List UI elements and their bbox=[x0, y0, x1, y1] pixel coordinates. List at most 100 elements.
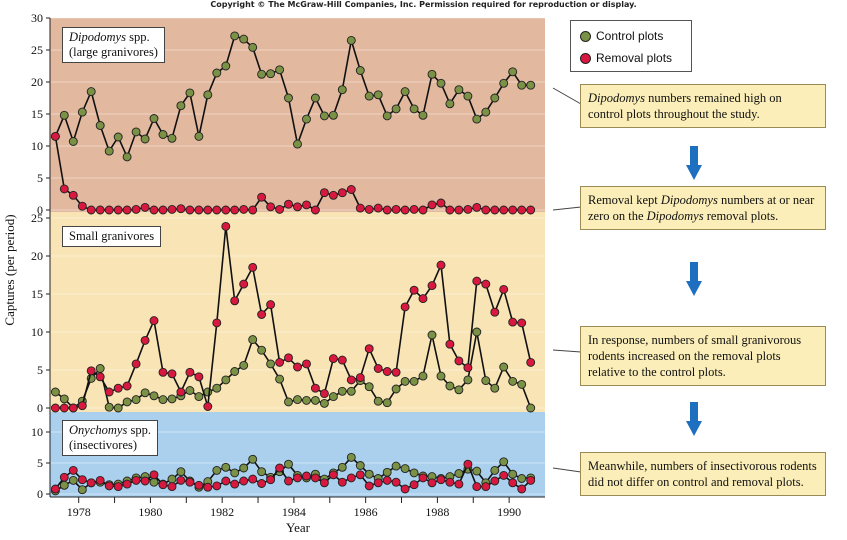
removal-data-point bbox=[131, 475, 141, 485]
control-data-point bbox=[248, 454, 258, 464]
control-data-point bbox=[212, 465, 222, 475]
control-data-point bbox=[391, 384, 401, 394]
removal-data-point bbox=[328, 470, 338, 480]
control-data-point bbox=[293, 395, 302, 405]
removal-data-point bbox=[266, 300, 276, 310]
note-2-genus-b: Dipodomys bbox=[646, 209, 704, 223]
removal-data-point bbox=[382, 367, 392, 376]
control-data-point bbox=[400, 464, 410, 474]
removal-data-point bbox=[266, 202, 276, 212]
removal-data-point bbox=[409, 480, 419, 490]
control-data-point bbox=[310, 93, 320, 103]
x-tick-label: 1986 bbox=[354, 505, 378, 519]
note-2-text-c: removal plots. bbox=[703, 209, 779, 223]
removal-data-point bbox=[490, 476, 500, 486]
removal-data-point bbox=[328, 190, 338, 200]
callout-connector bbox=[552, 206, 582, 211]
removal-data-point bbox=[346, 185, 356, 194]
removal-data-point bbox=[418, 205, 428, 215]
panel-label-onychomys-genus: Onychomys bbox=[69, 423, 128, 437]
removal-data-point bbox=[266, 475, 276, 485]
x-axis-label: Year bbox=[286, 520, 311, 535]
removal-data-point bbox=[454, 479, 464, 489]
control-data-point bbox=[472, 327, 482, 337]
removal-data-point bbox=[176, 387, 186, 397]
control-data-point bbox=[176, 101, 186, 111]
removal-data-point bbox=[319, 188, 329, 198]
note-dipodomys-control: Dipodomys numbers remained high on contr… bbox=[580, 84, 826, 128]
removal-data-point bbox=[499, 470, 509, 480]
removal-data-point bbox=[59, 472, 69, 482]
removal-data-point bbox=[122, 205, 132, 215]
control-data-point bbox=[158, 130, 168, 139]
removal-data-point bbox=[427, 281, 437, 291]
removal-data-point bbox=[167, 482, 177, 492]
removal-data-point bbox=[337, 188, 347, 198]
control-data-point bbox=[490, 93, 500, 103]
removal-data-point bbox=[310, 205, 320, 215]
control-data-point bbox=[77, 107, 87, 117]
control-data-point bbox=[463, 91, 473, 101]
control-data-point bbox=[310, 395, 320, 405]
removal-data-point bbox=[364, 344, 374, 354]
y-tick-label: 10 bbox=[31, 425, 43, 439]
control-data-point bbox=[230, 468, 240, 478]
control-data-point bbox=[239, 34, 249, 44]
control-data-point bbox=[122, 152, 132, 162]
removal-data-point bbox=[50, 131, 60, 141]
removal-data-point bbox=[382, 205, 392, 215]
y-tick-label: 10 bbox=[31, 325, 43, 339]
removal-data-point bbox=[221, 476, 231, 486]
removal-data-point bbox=[194, 372, 204, 382]
removal-data-point bbox=[95, 475, 105, 485]
removal-data-point bbox=[257, 479, 267, 488]
y-tick-label: 0 bbox=[37, 203, 43, 217]
removal-data-point bbox=[257, 310, 267, 319]
y-tick-label: 0 bbox=[37, 401, 43, 415]
removal-data-point bbox=[526, 357, 536, 367]
removal-data-point bbox=[248, 262, 258, 272]
x-tick-label: 1980 bbox=[138, 505, 162, 519]
removal-data-point bbox=[319, 478, 329, 488]
control-data-point bbox=[131, 127, 141, 137]
removal-data-point bbox=[194, 205, 204, 215]
removal-data-point bbox=[122, 479, 132, 489]
y-tick-label: 15 bbox=[31, 107, 43, 121]
control-data-point bbox=[266, 69, 276, 79]
removal-data-point bbox=[463, 204, 473, 214]
control-data-point bbox=[149, 391, 159, 401]
callout-connector bbox=[552, 87, 582, 105]
control-data-point bbox=[346, 35, 356, 45]
removal-data-point bbox=[382, 475, 392, 485]
control-data-point bbox=[373, 396, 383, 406]
removal-data-point bbox=[445, 339, 455, 349]
removal-data-point bbox=[185, 477, 195, 487]
x-tick-label: 1988 bbox=[425, 505, 449, 519]
control-data-point bbox=[59, 480, 69, 490]
removal-data-point bbox=[176, 204, 186, 214]
removal-data-point bbox=[293, 362, 302, 372]
removal-data-point bbox=[275, 204, 285, 214]
note-2-text-a: Removal kept bbox=[588, 193, 661, 207]
removal-data-point bbox=[302, 200, 311, 210]
control-data-point bbox=[302, 395, 311, 405]
x-tick-label: 1982 bbox=[210, 505, 234, 519]
removal-data-point bbox=[86, 205, 96, 215]
control-data-point bbox=[248, 42, 258, 52]
removal-data-point bbox=[481, 205, 491, 215]
control-data-point bbox=[230, 31, 240, 41]
removal-data-point bbox=[436, 475, 446, 485]
control-data-point bbox=[68, 137, 78, 146]
removal-data-point bbox=[176, 475, 186, 485]
removal-data-point bbox=[77, 475, 87, 485]
removal-data-point bbox=[149, 316, 159, 326]
control-data-point bbox=[517, 474, 527, 483]
x-tick-label: 1990 bbox=[497, 505, 521, 519]
removal-data-point bbox=[373, 478, 383, 488]
note-1-text: numbers remained high on control plots t… bbox=[588, 91, 782, 121]
removal-data-point bbox=[436, 198, 446, 208]
control-data-point bbox=[302, 114, 311, 124]
control-data-point bbox=[490, 465, 500, 475]
panel-label-onychomys-group: (insectivores) bbox=[69, 438, 138, 452]
removal-data-point bbox=[275, 357, 285, 367]
